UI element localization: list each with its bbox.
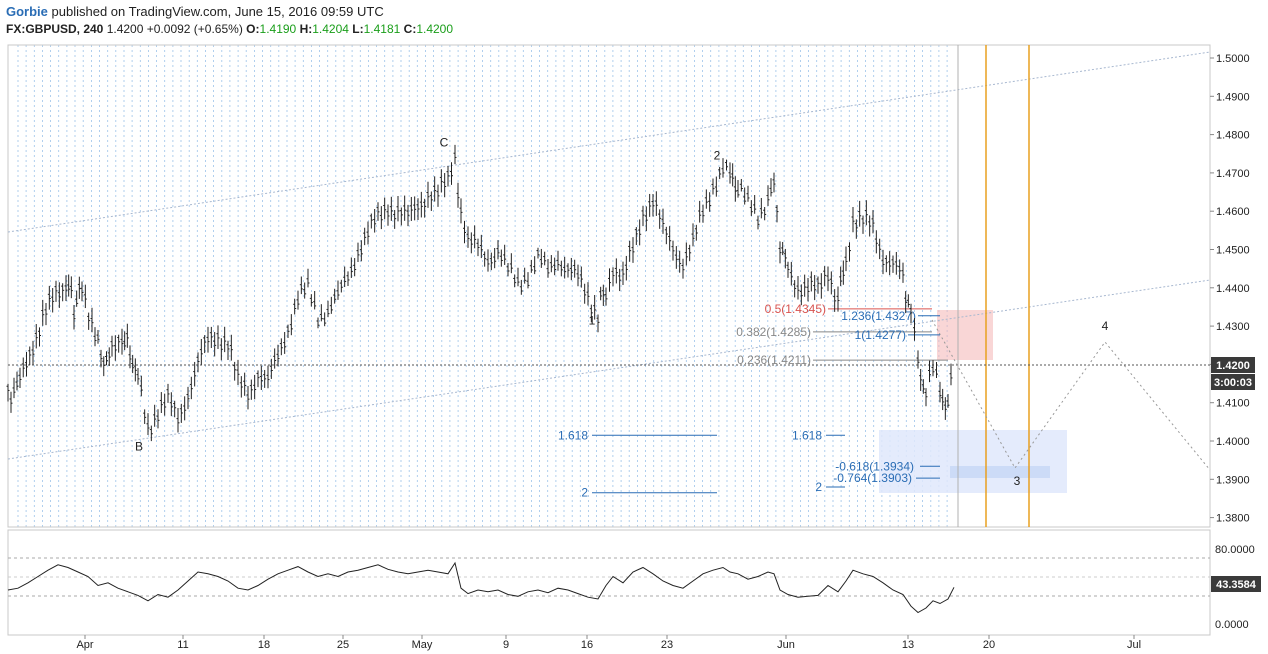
extension-label: 1.618 [792,428,822,442]
y-tick-label: 1.4000 [1216,436,1250,448]
wave-label: 1 [589,313,596,327]
wave-label: C [440,135,449,149]
fib-levels: 0.5(1.4345) 1.236(1.4327) 0.382(1.4285) 1(1… [736,302,948,485]
y-tick-label: 1.3900 [1216,474,1250,486]
wave-label: B [135,440,143,454]
low-label: L: [352,22,364,36]
time-grid [17,45,948,527]
close-label: C: [403,22,417,36]
y-tick-label: 1.4600 [1216,206,1250,218]
x-tick-label: Jul [1127,639,1141,651]
price-tag-bg [1211,357,1255,373]
x-tick-label: Apr [76,639,93,651]
wave-label: 2 [714,149,721,163]
x-tick-label: May [412,639,433,651]
wave-label: 4 [1102,319,1109,333]
x-tick-label: 23 [661,639,673,651]
fib-label: 1.236(1.4327) [841,309,916,323]
last-price: 1.4200 [106,22,144,36]
x-tick-label: 20 [983,639,995,651]
y-tick-label: 1.4900 [1216,91,1250,103]
channel-lines [7,51,1211,460]
countdown-tag-bg [1211,374,1255,390]
ohlc-line: FX:GBPUSD, 240 1.4200 +0.0092 (+0.65%) O… [6,21,1006,37]
target-zone-upper [937,310,993,360]
x-tick-label: 18 [258,639,270,651]
rsi-indicator[interactable]: 80.0000 0.0000 43.3584 [7,544,1261,631]
countdown-tag-text: 3:00:03 [1214,377,1252,389]
price-axis[interactable]: 1.5000 1.4900 1.4800 1.4700 1.4600 1.4500 1.44… [1210,53,1250,525]
rsi-tick-80: 80.0000 [1215,544,1255,556]
y-tick-label: 1.4100 [1216,398,1250,410]
x-tick-label: 11 [177,639,188,651]
wave-label: 3 [1014,474,1021,488]
rsi-line [7,561,955,614]
fib-label: 0.5(1.4345) [765,302,826,316]
x-tick-label: Jun [777,639,795,651]
chart-header: Gorbie published on TradingView.com, Jun… [6,3,1006,37]
publish-line: Gorbie published on TradingView.com, Jun… [6,3,1006,21]
open-value: 1.4190 [259,22,297,36]
extension-label: 2 [581,486,588,500]
y-tick-label: 1.4700 [1216,168,1250,180]
rsi-tick-0: 0.0000 [1215,619,1249,631]
fib-label: 0.382(1.4285) [736,325,811,339]
time-axis[interactable]: Apr 11 18 25 May 9 16 23 Jun 13 20 Jul [76,635,1141,651]
main-pane-border [7,44,1211,528]
symbol-label[interactable]: FX:GBPUSD, 240 [6,22,104,36]
target-zone-core [950,466,1050,478]
x-tick-label: 13 [902,639,914,651]
fib-label: 0.236(1.4211) [737,353,811,367]
target-zone-lower [879,430,1067,493]
high-value: 1.4204 [312,22,349,36]
rsi-pane-border [7,529,1211,636]
high-label: H: [299,22,313,36]
vertical-markers [957,45,1030,527]
low-value: 1.4181 [363,22,401,36]
rsi-tag-bg [1211,576,1261,592]
publish-info: published on TradingView.com, June 15, 2… [47,4,384,19]
projection-zones [879,310,1067,493]
fib-label: -0.618(1.3934) [835,459,914,473]
wave-labels: B C 1 2 3 4 [135,135,1109,488]
rsi-tag-text: 43.3584 [1216,579,1257,591]
extension-label: 1.618 [558,428,588,442]
y-tick-label: 1.5000 [1216,53,1250,65]
channel-top [7,51,1211,233]
price-change: +0.0092 (+0.65%) [146,22,243,36]
price-bars [6,144,953,442]
x-tick-label: 9 [503,639,509,651]
price-tag-text: 1.4200 [1216,360,1250,372]
y-tick-label: 1.4300 [1216,321,1250,333]
y-tick-label: 1.4500 [1216,245,1250,257]
open-label: O: [246,22,260,36]
x-tick-label: 25 [337,639,349,651]
extension-label: 2 [815,480,822,494]
y-tick-label: 1.3800 [1216,513,1250,525]
x-tick-label: 16 [581,639,593,651]
current-price-tag: 1.4200 3:00:03 [1211,357,1255,390]
channel-bottom [7,279,1211,460]
author-name[interactable]: Gorbie [6,4,48,19]
fib-label: -0.764(1.3903) [833,471,912,485]
fib-label: 1(1.4277) [855,328,906,342]
close-value: 1.4200 [416,22,454,36]
y-tick-label: 1.4400 [1216,283,1250,295]
y-tick-label: 1.4800 [1216,130,1250,142]
extension-levels: 1.618 2 1.618 2 [558,428,845,500]
